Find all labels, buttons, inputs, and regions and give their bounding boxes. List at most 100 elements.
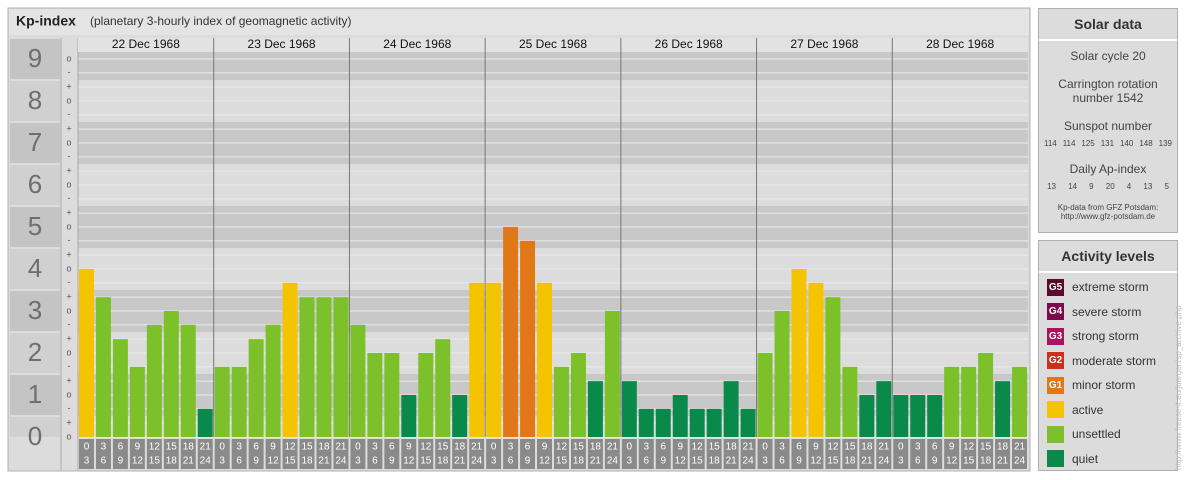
hour-label: 21 xyxy=(726,456,738,467)
legend-label: moderate storm xyxy=(1072,353,1157,368)
hour-box xyxy=(621,439,637,469)
legend-swatch: G4 xyxy=(1047,303,1064,321)
legend-label: strong storm xyxy=(1072,329,1139,344)
hour-label: 0 xyxy=(491,442,497,453)
hour-box xyxy=(401,439,417,469)
minor-tick-label: + xyxy=(66,334,71,344)
hour-label: 3 xyxy=(219,456,225,467)
legend-entry: unsettled xyxy=(1039,422,1177,447)
hour-box xyxy=(129,439,145,469)
bar xyxy=(503,227,519,437)
minor-tick-label: o xyxy=(66,221,71,231)
hour-box xyxy=(638,439,654,469)
hour-label: 15 xyxy=(573,442,585,453)
bar xyxy=(791,269,807,437)
hour-label: 3 xyxy=(101,442,107,453)
legend-entry: G1 minor storm xyxy=(1039,373,1177,398)
hour-label: 15 xyxy=(692,456,704,467)
hour-label: 15 xyxy=(827,456,839,467)
hour-label: 18 xyxy=(183,442,195,453)
bar xyxy=(570,353,586,437)
bar xyxy=(384,353,400,437)
hour-label: 15 xyxy=(844,442,856,453)
hour-box xyxy=(367,439,383,469)
bar xyxy=(486,282,502,437)
minor-tick-label: o xyxy=(66,305,71,315)
hour-box xyxy=(197,439,213,469)
minor-tick-label: - xyxy=(68,319,71,329)
y-tick-label: 7 xyxy=(28,127,42,157)
bar xyxy=(520,240,536,437)
bar xyxy=(757,353,773,437)
ap-value: 13 xyxy=(1143,182,1153,191)
hour-label: 9 xyxy=(660,456,666,467)
hour-label: 24 xyxy=(607,456,619,467)
bar xyxy=(604,311,620,437)
hour-box xyxy=(587,439,603,469)
hour-label: 9 xyxy=(932,456,938,467)
hour-label: 15 xyxy=(284,456,296,467)
hour-box xyxy=(655,439,671,469)
hour-label: 21 xyxy=(861,456,873,467)
minor-tick-label: o xyxy=(66,137,71,147)
hour-label: 12 xyxy=(403,456,415,467)
hour-label: 15 xyxy=(420,456,432,467)
legend-swatch: G5 xyxy=(1047,278,1064,296)
hour-box xyxy=(384,439,400,469)
hour-label: 21 xyxy=(997,456,1009,467)
bar xyxy=(944,366,960,437)
minor-tick-label: + xyxy=(66,82,71,92)
hour-box xyxy=(978,439,994,469)
minor-tick-label: o xyxy=(66,95,71,105)
hour-label: 3 xyxy=(762,456,768,467)
hour-label: 18 xyxy=(590,442,602,453)
bar xyxy=(978,353,994,437)
bar xyxy=(265,324,281,437)
hour-label: 24 xyxy=(335,456,347,467)
activity-panel: Activity levels G5 extreme storm G4 severe … xyxy=(1038,240,1178,471)
hour-label: 24 xyxy=(878,456,890,467)
hour-label: 3 xyxy=(915,442,921,453)
sunspot-row: 114 114 125 131 140 148 139 xyxy=(1039,139,1177,148)
hour-box xyxy=(927,439,943,469)
hour-label: 12 xyxy=(420,442,432,453)
bar xyxy=(401,395,417,437)
bar xyxy=(1012,366,1027,437)
bar xyxy=(163,311,179,437)
hour-label: 21 xyxy=(743,442,755,453)
hour-box xyxy=(689,439,705,469)
hour-label: 15 xyxy=(149,456,161,467)
minor-tick-label: o xyxy=(66,389,71,399)
hour-label: 12 xyxy=(675,456,687,467)
bar xyxy=(672,395,688,437)
hour-label: 3 xyxy=(508,442,514,453)
bar xyxy=(655,408,671,437)
minor-tick-label: o xyxy=(66,179,71,189)
bar xyxy=(282,282,298,437)
hour-label: 9 xyxy=(135,442,141,453)
hour-box xyxy=(112,439,128,469)
ap-value: 13 xyxy=(1047,182,1056,191)
hour-box xyxy=(452,439,468,469)
hour-label: 3 xyxy=(372,442,378,453)
minor-tick-label: o xyxy=(66,347,71,357)
hour-label: 6 xyxy=(644,456,650,467)
bar xyxy=(248,339,264,437)
legend-entry: G5 extreme storm xyxy=(1039,275,1177,300)
bar xyxy=(333,297,349,437)
hour-label: 18 xyxy=(318,442,330,453)
hour-box xyxy=(299,439,315,469)
bar xyxy=(723,381,739,437)
source-url: http://www.gfz-potsdam.de xyxy=(1060,212,1156,221)
chart-title: Kp-index xyxy=(16,13,76,29)
hour-label: 12 xyxy=(946,456,958,467)
panel-title: Activity levels xyxy=(1039,241,1177,273)
hour-label: 9 xyxy=(677,442,683,453)
hour-label: 15 xyxy=(437,442,449,453)
hour-label: 18 xyxy=(709,456,721,467)
hour-label: 0 xyxy=(898,442,904,453)
hour-label: 9 xyxy=(389,456,395,467)
hour-label: 15 xyxy=(556,456,568,467)
hour-box xyxy=(418,439,434,469)
band xyxy=(78,416,1028,437)
